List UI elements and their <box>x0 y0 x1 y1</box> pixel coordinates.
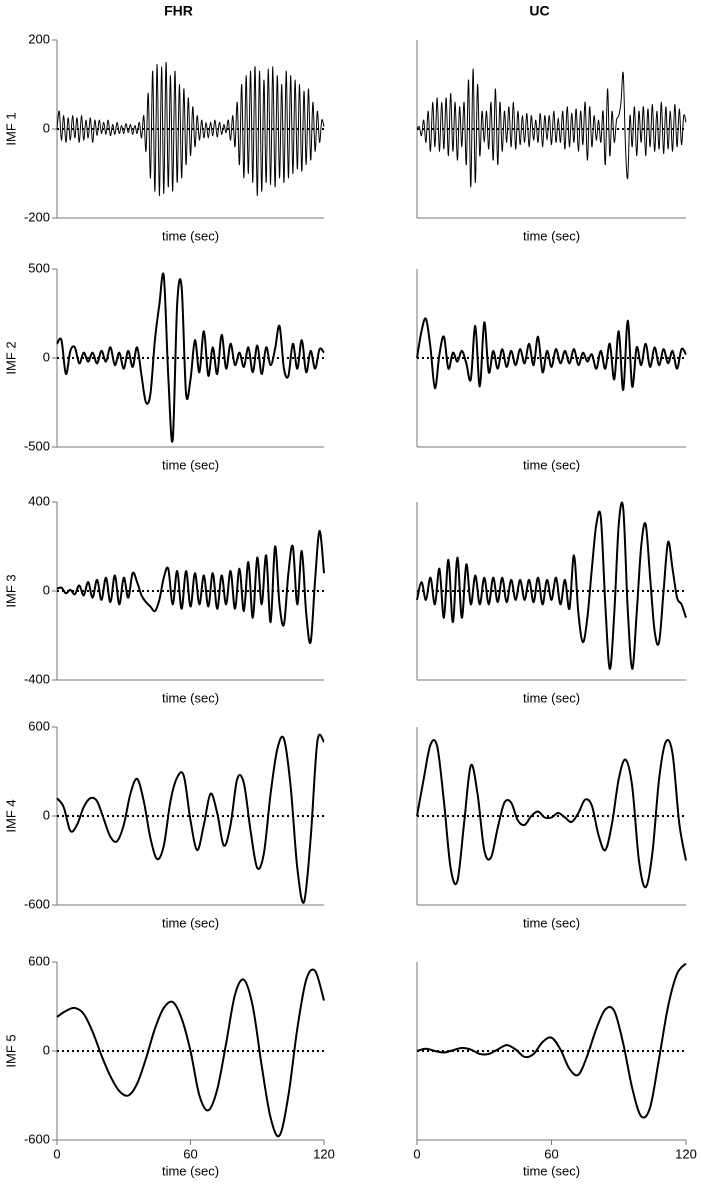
signal-line <box>416 738 687 889</box>
y-axis-label: IMF 3 <box>3 574 18 607</box>
y-tick-label: 600 <box>28 953 50 968</box>
y-tick-label: 400 <box>28 493 50 508</box>
y-tick-label: 600 <box>28 718 50 733</box>
y-tick-label: -600 <box>24 896 50 911</box>
y-tick-label: 500 <box>28 260 50 275</box>
x-axis-label: time (sec) <box>162 457 219 472</box>
x-axis-label: time (sec) <box>523 915 580 930</box>
column-title: UC <box>529 3 549 19</box>
x-tick-label: 0 <box>413 1146 420 1161</box>
y-tick-label: 0 <box>43 349 50 364</box>
x-axis-label: time (sec) <box>523 457 580 472</box>
y-axis-label: IMF 1 <box>3 112 18 145</box>
y-tick-label: 0 <box>43 582 50 597</box>
y-tick-label: 0 <box>43 1042 50 1057</box>
signal-line <box>416 501 687 670</box>
x-axis-label: time (sec) <box>162 228 219 243</box>
x-tick-label: 120 <box>313 1146 335 1161</box>
x-axis-label: time (sec) <box>162 915 219 930</box>
y-tick-label: -500 <box>24 438 50 453</box>
x-axis-label: time (sec) <box>523 1163 580 1178</box>
y-axis-label: IMF 5 <box>3 1034 18 1067</box>
y-tick-label: 200 <box>28 31 50 46</box>
x-tick-label: 60 <box>183 1146 197 1161</box>
x-tick-label: 0 <box>53 1146 60 1161</box>
x-tick-label: 60 <box>544 1146 558 1161</box>
y-tick-label: -400 <box>24 671 50 686</box>
x-axis-label: time (sec) <box>523 228 580 243</box>
y-tick-label: 0 <box>43 807 50 822</box>
signal-line <box>56 529 325 645</box>
y-tick-label: -200 <box>24 209 50 224</box>
x-axis-label: time (sec) <box>162 1163 219 1178</box>
column-title: FHR <box>164 3 193 19</box>
signal-line <box>56 968 325 1138</box>
signal-line <box>416 317 687 392</box>
signal-line <box>56 733 325 904</box>
y-axis-label: IMF 4 <box>3 799 18 832</box>
signal-line <box>416 68 687 188</box>
y-tick-label: 0 <box>43 120 50 135</box>
signal-line <box>56 61 325 197</box>
signal-line <box>56 272 325 443</box>
y-axis-label: IMF 2 <box>3 341 18 374</box>
signal-line <box>416 962 687 1119</box>
y-tick-label: -600 <box>24 1131 50 1146</box>
x-axis-label: time (sec) <box>162 690 219 705</box>
x-axis-label: time (sec) <box>523 690 580 705</box>
x-tick-label: 120 <box>675 1146 697 1161</box>
